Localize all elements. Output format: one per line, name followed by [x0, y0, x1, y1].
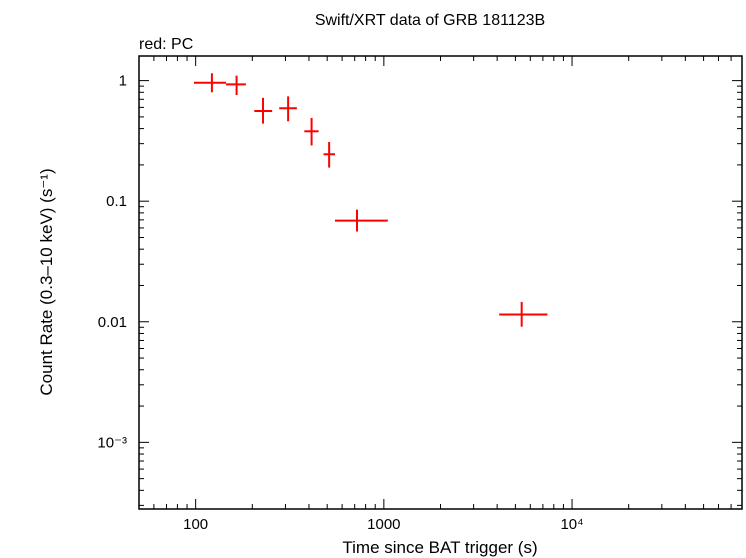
- data-point: [254, 97, 273, 124]
- y-tick-label: 1: [119, 73, 127, 90]
- y-tick-label: 0.1: [106, 193, 127, 210]
- x-tick-labels: 100 1000 10⁴: [183, 516, 583, 533]
- axis-ticks: [138, 56, 743, 509]
- plot-frame: [138, 55, 743, 510]
- data-point: [279, 96, 297, 122]
- data-point: [323, 141, 335, 168]
- data-point: [226, 75, 246, 95]
- x-tick-label: 10⁴: [560, 516, 583, 533]
- y-tick-labels: 1 0.1 0.01 10⁻³: [97, 73, 127, 452]
- data-point: [334, 209, 388, 232]
- y-tick-label: 10⁻³: [97, 434, 127, 451]
- chart-title: Swift/XRT data of GRB 181123B: [315, 12, 545, 29]
- x-tick-label: 1000: [367, 516, 400, 533]
- x-axis-label: Time since BAT trigger (s): [342, 538, 537, 557]
- data-point: [194, 73, 227, 93]
- data-point: [499, 301, 548, 327]
- y-axis-label: Count Rate (0.3–10 keV) (s⁻¹): [37, 168, 56, 395]
- data-point: [304, 117, 319, 146]
- x-tick-label: 100: [183, 516, 208, 533]
- data-points: [194, 73, 548, 327]
- chart-subtitle: red: PC: [139, 36, 193, 53]
- y-tick-label: 0.01: [98, 314, 127, 331]
